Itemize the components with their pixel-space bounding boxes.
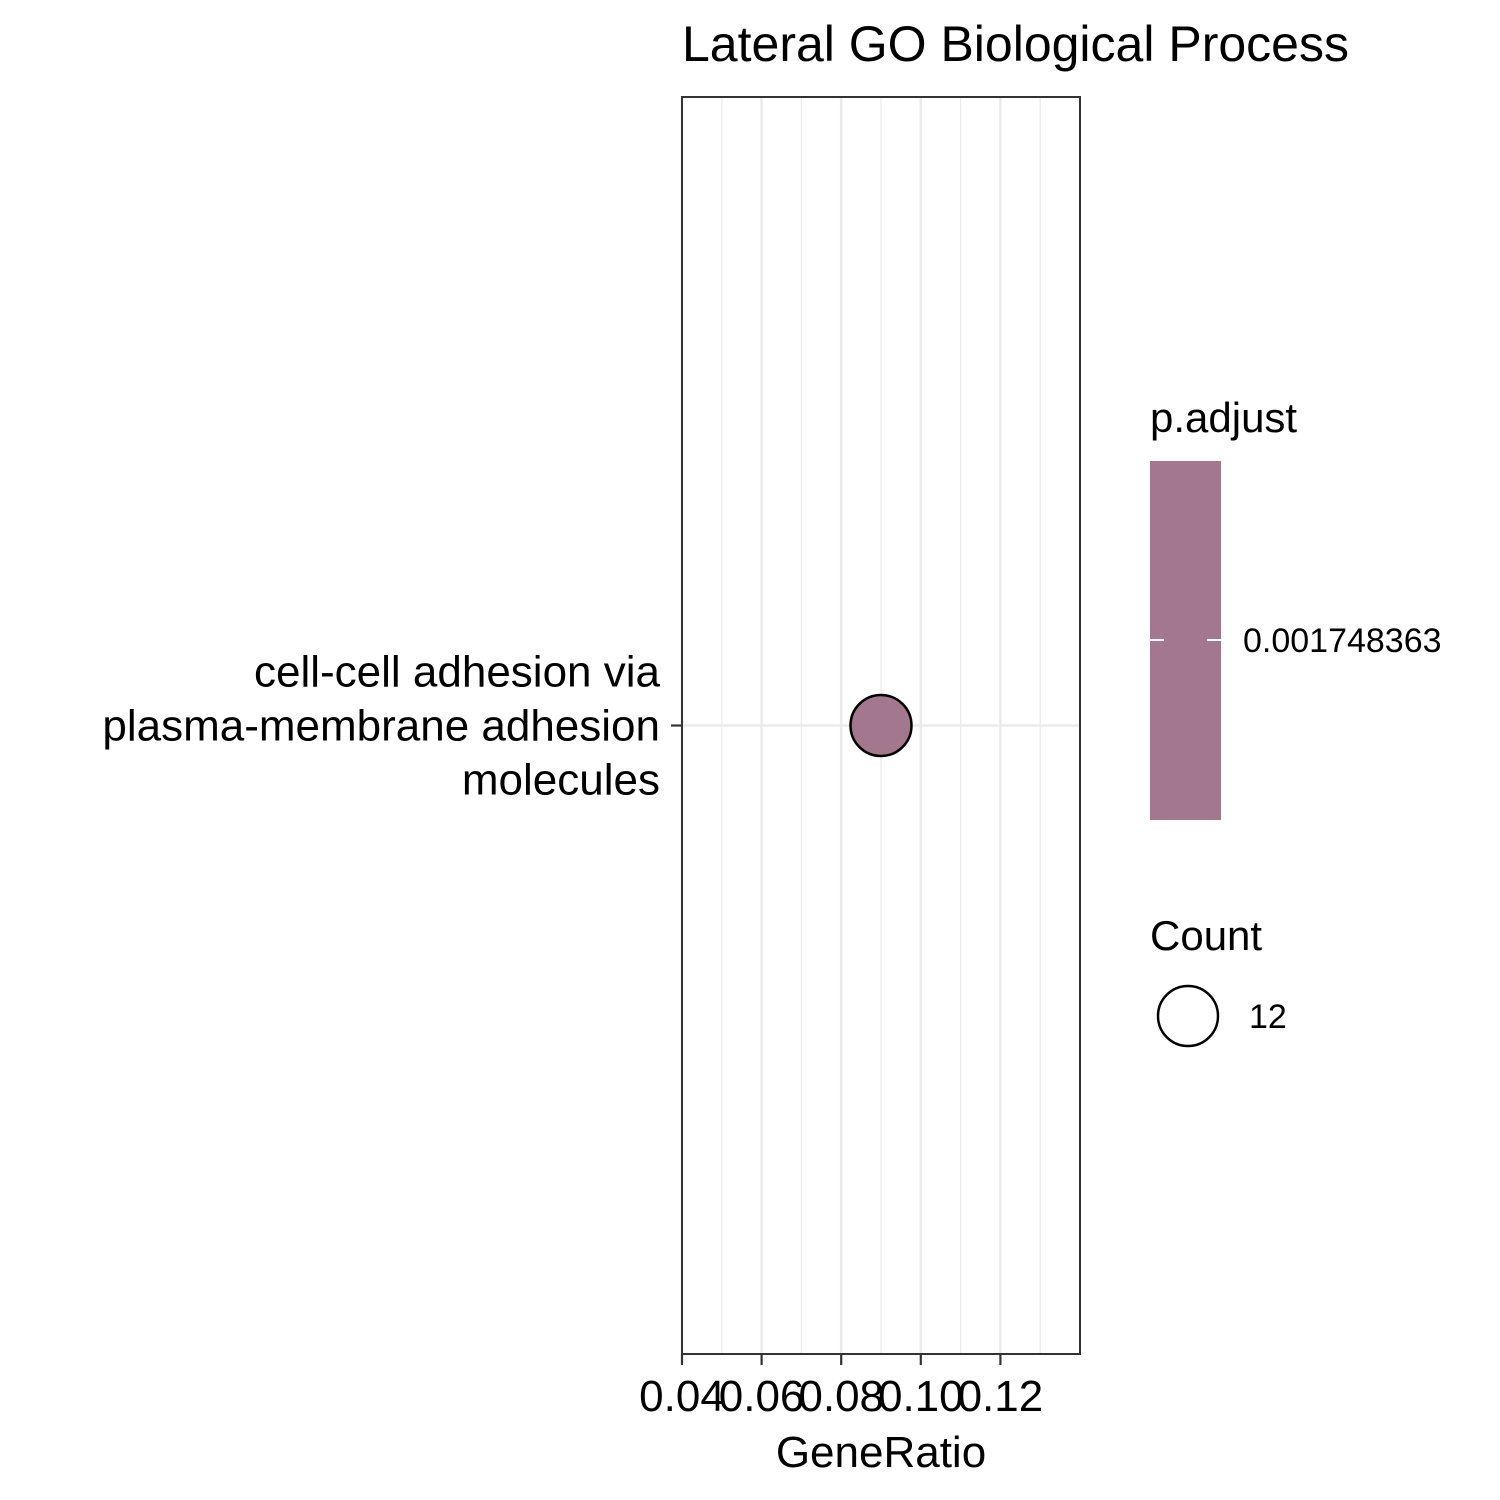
size-legend-title: Count: [1150, 912, 1262, 959]
size-legend-label: 12: [1249, 998, 1287, 1036]
chart-title: Lateral GO Biological Process: [682, 16, 1349, 72]
color-legend: p.adjust 0.001748363: [1150, 394, 1442, 820]
x-tick-label: 0.10: [878, 1372, 964, 1421]
x-tick-label: 0.06: [719, 1372, 805, 1421]
x-tick-label: 0.12: [958, 1372, 1044, 1421]
data-points: [849, 693, 913, 758]
x-tick-label: 0.04: [639, 1372, 725, 1421]
y-tick-label: cell-cell adhesion via plasma-membrane ad…: [102, 648, 660, 805]
y-tick-label-line: cell-cell adhesion via: [254, 648, 661, 697]
x-axis: 0.040.060.080.100.12: [639, 1354, 1043, 1421]
color-legend-label: 0.001748363: [1243, 622, 1442, 660]
data-point: [849, 693, 913, 758]
size-legend: Count 12: [1150, 912, 1287, 1048]
x-axis-title: GeneRatio: [776, 1428, 986, 1477]
color-legend-title: p.adjust: [1150, 394, 1297, 441]
y-tick-label-line: plasma-membrane adhesion: [102, 702, 660, 751]
y-tick-label-line: molecules: [462, 756, 660, 805]
x-tick-label: 0.08: [798, 1372, 884, 1421]
size-legend-circle: [1156, 984, 1220, 1048]
y-axis: cell-cell adhesion via plasma-membrane ad…: [102, 648, 682, 805]
plot-panel: [680, 96, 1081, 1355]
